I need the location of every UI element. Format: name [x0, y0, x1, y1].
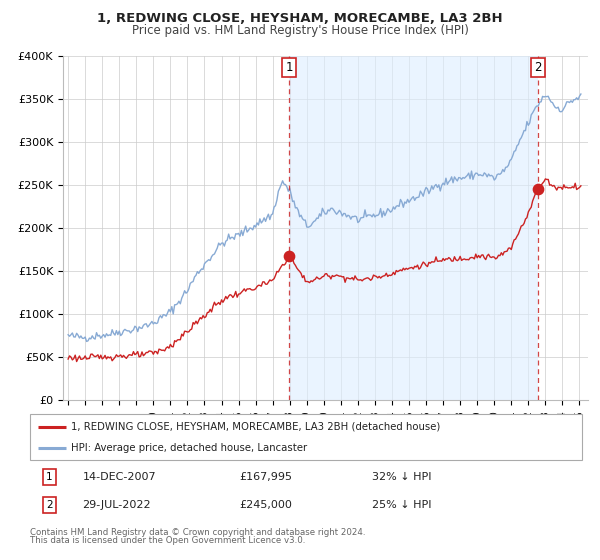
Text: 1, REDWING CLOSE, HEYSHAM, MORECAMBE, LA3 2BH (detached house): 1, REDWING CLOSE, HEYSHAM, MORECAMBE, LA…: [71, 422, 441, 432]
Text: HPI: Average price, detached house, Lancaster: HPI: Average price, detached house, Lanc…: [71, 443, 308, 453]
Text: £245,000: £245,000: [240, 500, 293, 510]
Text: 2: 2: [46, 500, 53, 510]
Text: 1: 1: [285, 61, 293, 74]
Text: Contains HM Land Registry data © Crown copyright and database right 2024.: Contains HM Land Registry data © Crown c…: [30, 528, 365, 536]
Text: 2: 2: [535, 61, 542, 74]
Text: 14-DEC-2007: 14-DEC-2007: [82, 472, 156, 482]
Point: [533, 185, 543, 194]
Text: 1, REDWING CLOSE, HEYSHAM, MORECAMBE, LA3 2BH: 1, REDWING CLOSE, HEYSHAM, MORECAMBE, LA…: [97, 12, 503, 25]
Text: £167,995: £167,995: [240, 472, 293, 482]
Text: 25% ↓ HPI: 25% ↓ HPI: [372, 500, 432, 510]
Point: [284, 251, 294, 260]
Text: 1: 1: [46, 472, 53, 482]
Bar: [289, 56, 538, 400]
Text: 29-JUL-2022: 29-JUL-2022: [82, 500, 151, 510]
Text: This data is licensed under the Open Government Licence v3.0.: This data is licensed under the Open Gov…: [30, 536, 305, 545]
Text: 32% ↓ HPI: 32% ↓ HPI: [372, 472, 432, 482]
Text: Price paid vs. HM Land Registry's House Price Index (HPI): Price paid vs. HM Land Registry's House …: [131, 24, 469, 37]
FancyBboxPatch shape: [30, 414, 582, 460]
